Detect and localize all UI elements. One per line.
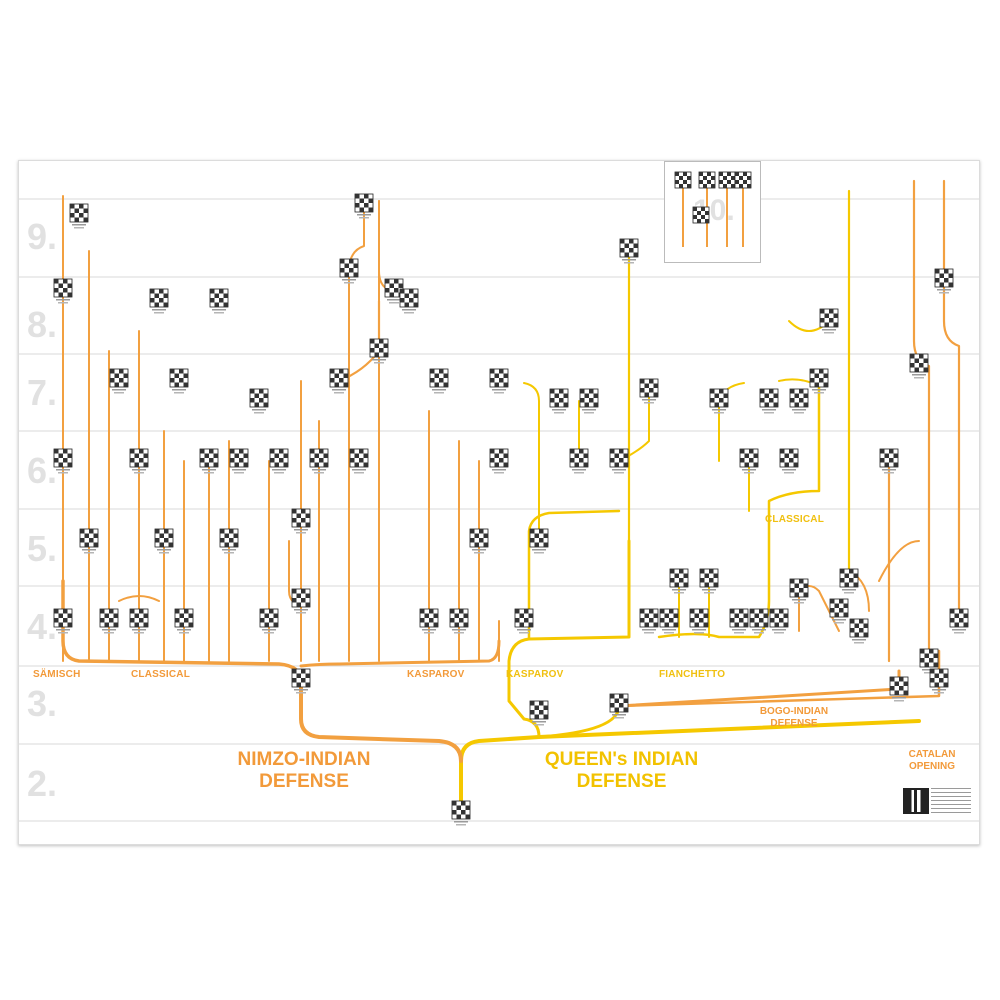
legend-fine-print (931, 788, 971, 814)
move-label-2: 2. (27, 763, 58, 804)
position-boards (53, 193, 969, 826)
label-classical-queens: CLASSICAL (765, 514, 825, 525)
move-label-7: 7. (27, 372, 58, 413)
opening-tree-diagram (19, 179, 979, 826)
move-label-9: 9. (27, 216, 58, 257)
title-catalan: CATALAN OPENING (908, 749, 956, 772)
move-label-5: 5. (27, 528, 58, 569)
move-row-gridlines (19, 198, 979, 822)
label-samisch: SÄMISCH (33, 669, 81, 680)
label-kasparov-nimzo: KASPAROV (407, 669, 465, 680)
move-label-6: 6. (27, 450, 58, 491)
move-label-8: 8. (27, 304, 58, 345)
move-10-inset: 10. (664, 161, 761, 263)
title-nimzo-indian: NIMZO-INDIAN DEFENSE (237, 749, 371, 792)
move-label-4: 4. (27, 606, 58, 647)
inset-branches (674, 171, 752, 247)
label-kasparov-queens: KASPAROV (506, 669, 564, 680)
label-fianchetto: FIANCHETTO (659, 669, 726, 680)
title-queens-indian: QUEEN's INDIAN DEFENSE (544, 749, 699, 792)
title-bogo-indian: BOGO-INDIAN DEFENSE (759, 706, 829, 729)
label-classical-nimzo: CLASSICAL (131, 669, 191, 680)
qr-code-icon (903, 788, 929, 814)
chess-opening-tree-poster: 2. 3. 4. 5. 6. 7. 8. 9. 10. SÄMISCH CLAS… (18, 160, 980, 845)
move-label-3: 3. (27, 683, 58, 724)
